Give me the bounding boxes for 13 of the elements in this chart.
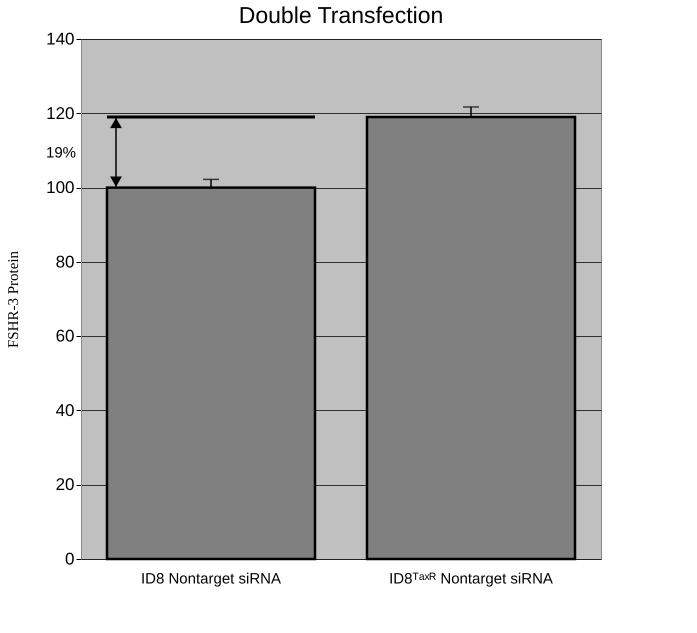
x-tick-label: ID8 Nontarget siRNA <box>140 570 282 588</box>
chart-title: Double Transfection <box>238 2 444 28</box>
y-tick-label: 40 <box>56 400 74 420</box>
y-tick-label: 60 <box>56 326 74 346</box>
y-axis-title: FSHR-3 Protein <box>6 250 22 348</box>
y-tick-label: 20 <box>56 475 74 494</box>
y-tick-label: 100 <box>46 178 74 198</box>
text: 19% <box>46 144 76 162</box>
x-tick-label: ID8ᵀᵃˣᴿ Nontarget siRNA <box>389 570 553 588</box>
y-tick-label: 120 <box>46 104 74 123</box>
y-tick-label: 140 <box>46 30 74 48</box>
y-tick-label: 80 <box>56 252 74 272</box>
y-tick-label: 0 <box>65 550 74 568</box>
